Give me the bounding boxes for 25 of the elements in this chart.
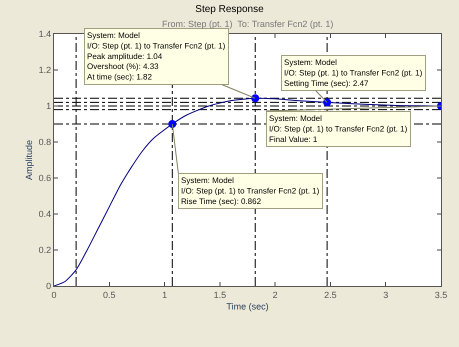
annotation: System: Model I/O: Step (pt. 1) to Transfer Fcn2 (pt. 1) Final Value: 1 — [269, 114, 408, 144]
x-tick-label: 0.5 — [103, 290, 116, 300]
y-tick-label: 0.8 — [38, 137, 52, 148]
x-tick-label: 1.5 — [214, 290, 226, 300]
y-tick-label: 1.2 — [38, 65, 52, 76]
annotation: System: Model I/O: Step (pt. 1) to Transfer Fcn2 (pt. 1) Setting Time (sec): 2.47 — [284, 58, 423, 88]
point — [323, 98, 332, 106]
y-tick-label: 1 — [46, 101, 52, 112]
point — [168, 120, 176, 128]
y-tick-label: 0.2 — [38, 245, 52, 256]
y-axis-title: Amplitude — [24, 140, 34, 180]
y-tick-label: 1.4 — [38, 29, 52, 40]
x-tick-label: 1 — [162, 290, 168, 300]
y-tick-label: 0 — [46, 281, 52, 292]
x-tick-label: 2.5 — [324, 290, 337, 300]
chart-title: Step Response — [195, 4, 264, 16]
annotation: System: Model I/O: Step (pt. 1) to Transfer Fcn2 (pt. 1) Rise Time (sec): 0.862 — [181, 176, 320, 206]
annotation: System: Model I/O: Step (pt. 1) to Transfer Fcn2 (pt. 1) Peak amplitude: 1.04 Overshoot (%): 4.33 At time (sec): 1.82 — [87, 31, 226, 82]
y-tick-label: 0.4 — [38, 209, 52, 220]
x-tick-label: 3 — [383, 290, 388, 300]
chart-subtitle: From: Step (pt. 1) To: Transfer Fcn2 (pt. 1) — [162, 19, 334, 29]
x-tick-label: 3.5 — [434, 290, 448, 300]
x-axis-title: Time (sec) — [226, 302, 269, 312]
y-tick-label: 0.6 — [38, 173, 52, 184]
x-tick-label: 2 — [272, 290, 278, 300]
